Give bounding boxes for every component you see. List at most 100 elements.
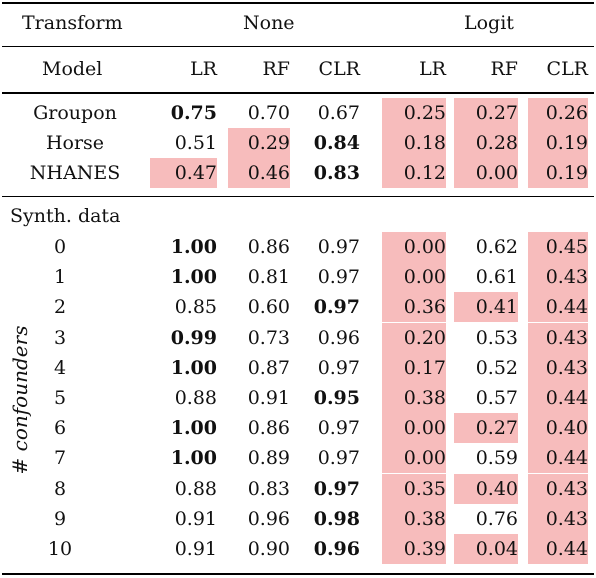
synth-row-label: 10 <box>47 538 73 560</box>
synth-table-cell: 0.43 <box>528 473 588 504</box>
synth-table-cell: 0.85 <box>174 296 217 319</box>
synth-table-cell: 0.38 <box>382 503 446 534</box>
synth-table-cell: 1.00 <box>170 236 217 258</box>
synth-data-title: Synth. data <box>10 205 121 227</box>
synth-table-cell: 0.97 <box>317 266 360 289</box>
synth-table-cell: 0.90 <box>247 538 290 560</box>
synth-row-label: 7 <box>53 447 67 470</box>
real-table-cell: 0.27 <box>454 98 518 128</box>
synth-table-cell: 0.73 <box>247 326 290 349</box>
synth-table-cell: 0.43 <box>528 352 588 383</box>
synth-table-cell: 0.59 <box>475 447 518 470</box>
synth-table-cell: 0.96 <box>247 507 290 530</box>
transform-header: Transform <box>22 12 123 34</box>
synth-table-cell: 0.86 <box>247 417 290 440</box>
column-header: RF <box>262 58 291 80</box>
synth-table-cell: 0.35 <box>382 473 446 504</box>
real-table-cell: 0.00 <box>454 158 518 189</box>
column-header: LR <box>419 58 446 80</box>
synth-table-cell: 1.00 <box>170 447 217 470</box>
synth-table-cell: 0.43 <box>528 503 588 534</box>
synth-table-cell: 0.87 <box>247 356 290 379</box>
synth-table-cell: 1.00 <box>170 356 217 379</box>
real-table-cell: 0.25 <box>382 98 446 128</box>
header-rule <box>2 46 594 47</box>
synth-row-label: 8 <box>53 477 67 500</box>
real-table-cell: 0.12 <box>382 158 446 189</box>
synth-table-cell: 0.97 <box>317 356 360 379</box>
synth-table-cell: 0.98 <box>313 507 360 530</box>
synth-table-cell: 0.61 <box>475 266 518 289</box>
synth-table-cell: 0.76 <box>475 507 518 530</box>
synth-row-label: 5 <box>53 387 67 409</box>
real-table-cell: 0.83 <box>313 162 360 185</box>
synth-table-cell: 0.91 <box>247 387 290 409</box>
synth-row-label: 3 <box>53 326 67 349</box>
real-row-label: Horse <box>45 132 105 155</box>
synth-row-label: 6 <box>53 417 67 440</box>
real-table-cell: 0.18 <box>382 128 446 159</box>
synth-table-cell: 0.52 <box>475 356 518 379</box>
real-row-label: NHANES <box>29 162 121 185</box>
real-table-cell: 0.46 <box>228 158 290 189</box>
synth-table-cell: 0.88 <box>174 477 217 500</box>
synth-row-label: 0 <box>53 236 67 258</box>
synth-table-cell: 0.40 <box>528 413 588 444</box>
synth-table-cell: 0.83 <box>247 477 290 500</box>
synth-table-cell: 0.97 <box>313 296 360 319</box>
real-table-cell: 0.19 <box>528 128 588 159</box>
synth-table-cell: 0.44 <box>528 383 588 413</box>
synth-table-cell: 1.00 <box>170 266 217 289</box>
synth-table-cell: 0.41 <box>454 292 518 323</box>
synth-table-cell: 0.89 <box>247 447 290 470</box>
real-table-cell: 0.75 <box>170 102 217 124</box>
synth-table-cell: 0.96 <box>317 326 360 349</box>
real-table-cell: 0.70 <box>247 102 290 124</box>
synth-table-cell: 0.53 <box>475 326 518 349</box>
synth-table-cell: 0.27 <box>454 413 518 444</box>
header-bottom-rule <box>2 92 594 94</box>
synth-table-cell: 0.39 <box>382 534 446 564</box>
synth-table-cell: 0.96 <box>313 538 360 560</box>
synth-table-cell: 0.91 <box>174 507 217 530</box>
column-header: CLR <box>318 58 360 80</box>
synth-row-label: 9 <box>53 507 67 530</box>
synth-table-cell: 0.45 <box>528 232 588 262</box>
synth-table-cell: 0.44 <box>528 443 588 474</box>
synth-table-cell: 0.00 <box>382 232 446 262</box>
synth-table-cell: 0.43 <box>528 322 588 353</box>
model-header: Model <box>42 58 103 80</box>
synth-row-label: 1 <box>53 266 67 289</box>
synth-table-cell: 0.38 <box>382 383 446 413</box>
synth-table-cell: 0.40 <box>454 473 518 504</box>
real-table-cell: 0.26 <box>528 98 588 128</box>
real-table-cell: 0.67 <box>317 102 360 124</box>
column-header: LR <box>190 58 217 80</box>
synth-table-cell: 0.86 <box>247 236 290 258</box>
real-table-cell: 0.84 <box>313 132 360 155</box>
synth-table-cell: 0.04 <box>454 534 518 564</box>
none-group-header: None <box>243 12 295 34</box>
synth-table-cell: 0.17 <box>382 352 446 383</box>
synth-table-cell: 0.81 <box>247 266 290 289</box>
synth-table-cell: 0.97 <box>317 236 360 258</box>
synth-table-cell: 1.00 <box>170 417 217 440</box>
synth-table-cell: 0.57 <box>475 387 518 409</box>
real-table-cell: 0.51 <box>174 132 217 155</box>
synth-row-label: 2 <box>53 296 67 319</box>
confounders-axis-label: # confounders <box>8 325 32 475</box>
synth-table-cell: 0.91 <box>174 538 217 560</box>
synth-table-cell: 0.00 <box>382 443 446 474</box>
synth-table-cell: 0.44 <box>528 292 588 323</box>
synth-table-cell: 0.95 <box>313 387 360 409</box>
synth-table-cell: 0.36 <box>382 292 446 323</box>
synth-table-cell: 0.43 <box>528 262 588 293</box>
synth-table-cell: 0.00 <box>382 262 446 293</box>
synth-table-cell: 0.00 <box>382 413 446 444</box>
synth-table-cell: 0.99 <box>170 326 217 349</box>
column-header: RF <box>490 58 519 80</box>
synth-table-cell: 0.97 <box>317 417 360 440</box>
synth-table-cell: 0.97 <box>313 477 360 500</box>
logit-group-header: Logit <box>464 12 514 34</box>
real-row-label: Groupon <box>33 102 117 124</box>
